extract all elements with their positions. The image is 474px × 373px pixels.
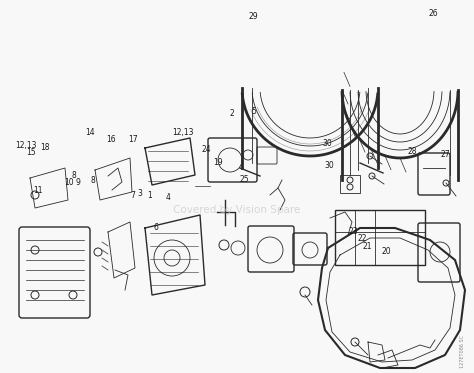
Text: 7: 7: [130, 191, 135, 200]
Text: 16: 16: [107, 135, 116, 144]
Text: 12,13: 12,13: [172, 128, 193, 137]
Text: 17: 17: [128, 135, 137, 144]
Text: 3: 3: [137, 189, 142, 198]
Text: 27: 27: [441, 150, 450, 159]
Text: 8: 8: [71, 171, 76, 180]
Text: 22: 22: [358, 234, 367, 243]
Text: 14: 14: [85, 128, 95, 137]
Text: 15: 15: [26, 148, 36, 157]
Text: 18: 18: [40, 143, 50, 152]
Text: 2: 2: [230, 109, 235, 118]
Text: 4: 4: [166, 193, 171, 202]
Text: 12,13: 12,13: [15, 141, 37, 150]
Text: 1: 1: [147, 191, 152, 200]
Text: 28: 28: [408, 147, 417, 156]
Text: 20: 20: [382, 247, 391, 256]
Text: 29: 29: [249, 12, 258, 21]
Text: 30: 30: [322, 139, 332, 148]
Text: 6: 6: [154, 223, 159, 232]
Text: 19: 19: [213, 158, 223, 167]
Text: 5: 5: [251, 107, 256, 116]
Text: 9: 9: [76, 178, 81, 187]
Text: 10: 10: [64, 178, 73, 187]
Text: 8: 8: [90, 176, 95, 185]
Text: 127ET086 SC: 127ET086 SC: [460, 335, 465, 368]
Text: 21: 21: [363, 242, 372, 251]
Text: 11: 11: [33, 186, 43, 195]
Text: 25: 25: [239, 175, 249, 184]
Text: 24: 24: [201, 145, 211, 154]
Text: 26: 26: [429, 9, 438, 18]
Text: 30: 30: [325, 162, 334, 170]
Text: 23: 23: [348, 227, 358, 236]
Text: Covered by Vision Spare: Covered by Vision Spare: [173, 205, 301, 215]
